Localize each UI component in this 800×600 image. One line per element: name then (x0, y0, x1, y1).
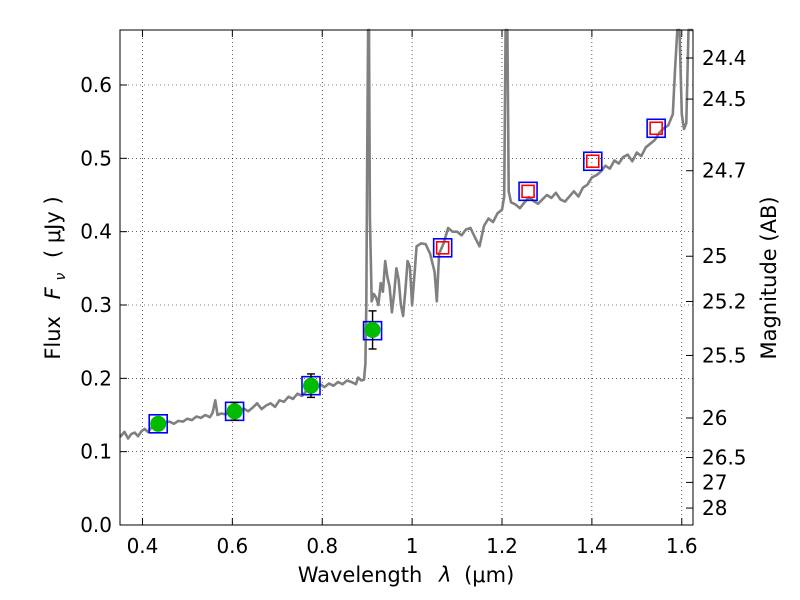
magnitude-tick-label: 24.5 (702, 87, 747, 111)
tick-labels: 0.4 0.6 0.8 1 1.2 1.4 1.6 0.0 0.1 0.2 0.3 0.4 0.5 0.6… (80, 46, 746, 558)
magnitude-tick-label: 26.5 (702, 446, 747, 470)
grid-lines (120, 30, 693, 526)
x-tick-label: 0.6 (216, 534, 248, 558)
x-tick-label: 1.2 (486, 534, 518, 558)
blue-square-marker (582, 151, 603, 172)
red-square-marker (521, 184, 535, 199)
magnitude-tick-label: 24.4 (702, 46, 747, 70)
magnitude-tick-label: 25 (702, 244, 727, 268)
x-axis-label-symbol: λ (438, 563, 451, 587)
magnitude-tick-label: 25.2 (702, 289, 747, 313)
blue-square-marker (518, 181, 538, 202)
y-axis-label-unit: ( μJy ) (41, 196, 65, 258)
y-tick-label: 0.2 (80, 366, 112, 390)
blue-square-marker (148, 413, 168, 434)
red-square-marker (435, 241, 450, 255)
y-axis-label: Flux F ν ( μJy ) (41, 196, 70, 359)
x-tick-label: 1.4 (576, 534, 608, 558)
blue-square-marker (432, 238, 453, 258)
x-tick-label: 0.4 (127, 534, 159, 558)
x-axis-label: Wavelength λ (μm) (298, 563, 515, 587)
y-axis-label-main: Flux (41, 316, 65, 360)
y-axis-label-subscript: ν (53, 273, 69, 281)
y-tick-label: 0.1 (80, 440, 112, 464)
green-circle-marker (150, 415, 167, 432)
magnitude-tick-label: 27 (702, 470, 727, 494)
x-axis-label-unit: (μm) (464, 563, 514, 587)
plot-series (119, 28, 693, 440)
magnitude-tick-label: 28 (702, 496, 727, 520)
y-tick-label: 0.4 (80, 220, 112, 244)
green-circle-marker (364, 321, 381, 338)
x-tick-label: 0.8 (306, 534, 338, 558)
magnitude-tick-label: 26 (702, 406, 727, 430)
green-circle-marker (226, 403, 243, 420)
model-spectrum-line (119, 28, 693, 440)
x-axis-label-main: Wavelength (298, 563, 423, 587)
blue-square-marker (646, 118, 666, 139)
axis-ticks (120, 30, 693, 526)
right-axis-label: Magnitude (AB) (757, 196, 781, 359)
y-tick-label: 0.3 (80, 293, 112, 317)
magnitude-tick-label: 25.5 (702, 343, 747, 367)
y-tick-label: 0.0 (80, 513, 112, 537)
red-square-marker (649, 121, 663, 136)
x-tick-label: 1 (406, 534, 419, 558)
y-axis-label-symbol: F (41, 286, 65, 299)
magnitude-tick-label: 24.7 (702, 159, 747, 183)
y-tick-label: 0.6 (80, 73, 112, 97)
plot-frame (119, 29, 694, 526)
y-tick-label: 0.5 (80, 146, 112, 170)
green-circle-marker (303, 377, 319, 394)
red-square-marker (585, 154, 600, 169)
x-tick-label: 1.6 (666, 534, 698, 558)
